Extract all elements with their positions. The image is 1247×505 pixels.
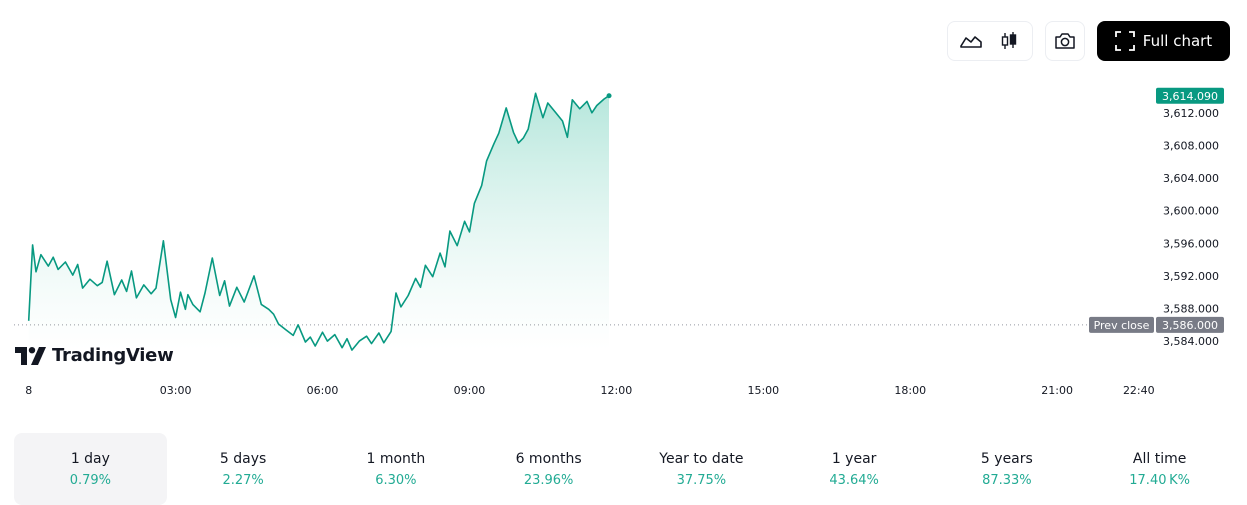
y-tick-label: 3,604.000 [1163,172,1219,185]
camera-icon [1055,33,1075,49]
area-chart-icon [960,36,982,48]
x-tick-label: 12:00 [601,384,633,397]
candlestick-icon [1001,32,1017,49]
period-label: 6 months [515,450,582,467]
y-tick-label: 3,612.000 [1163,107,1219,120]
period-label: 1 month [366,450,426,467]
period-5-years[interactable]: 5 years 87.33% [931,433,1084,505]
x-tick-label: 03:00 [160,384,192,397]
period-label: Year to date [659,450,744,467]
last-price-label: 3,614.090 [1162,90,1218,103]
period-change: 43.64% [829,472,879,488]
period-change: 0.79% [69,472,112,488]
full-chart-label: Full chart [1142,32,1213,50]
period-selector: 1 day 0.79% 5 days 2.27% 1 month 6.30% 6… [14,433,1236,505]
period-6-months[interactable]: 6 months 23.96% [472,433,625,505]
prev-close-value-badge [1156,316,1224,333]
period-label: All time [1132,450,1187,467]
period-1-day[interactable]: 1 day 0.79% [14,433,167,505]
y-tick-label: 3,588.000 [1163,303,1219,316]
full-chart-button[interactable]: Full chart [1097,21,1230,61]
candles-chart-button[interactable] [990,22,1028,60]
price-area [28,93,609,351]
last-price-badge [1156,87,1224,104]
period-change: 87.33% [982,472,1032,488]
chart-style-group [947,21,1033,61]
y-tick-label: 3,592.000 [1163,270,1219,283]
period-label: 5 days [219,450,267,467]
x-tick-label: 15:00 [747,384,779,397]
snapshot-button[interactable] [1045,21,1085,61]
period-year-to-date[interactable]: Year to date 37.75% [625,433,778,505]
y-tick-label: 3,584.000 [1163,335,1219,348]
period-change: 2.27% [222,472,264,488]
period-5-days[interactable]: 5 days 2.27% [167,433,320,505]
tradingview-logo-icon [15,346,46,365]
x-tick-label: 18:00 [894,384,926,397]
period-change: 6.30% [375,472,417,488]
chart-toolbar: Full chart [947,21,1230,61]
price-chart[interactable]: 3,612.000 3,608.000 3,604.000 3,600.000 3,59… [0,0,1247,410]
x-tick-label: 8 [25,384,32,397]
y-tick-label: 3,600.000 [1163,205,1219,218]
area-chart-button[interactable] [952,22,990,60]
last-price-point [606,93,612,99]
period-label: 1 day [70,450,110,467]
tradingview-logo-text: TradingView [52,345,174,366]
prev-close-value-label: 3,586.000 [1162,319,1218,332]
price-line [27,92,610,351]
period-1-month[interactable]: 1 month 6.30% [320,433,473,505]
prev-close-label: Prev close [1094,319,1150,332]
y-tick-label: 3,608.000 [1163,139,1219,152]
period-label: 1 year [831,450,877,467]
fullscreen-icon [1114,31,1135,51]
y-tick-label: 3,596.000 [1163,237,1219,250]
x-tick-label: 09:00 [454,384,486,397]
period-all-time[interactable]: All time 17.40 K% [1083,433,1236,505]
period-change: 17.40 K% [1129,472,1190,488]
period-change: 23.96% [523,472,574,488]
tradingview-logo: TradingView [15,345,174,366]
period-label: 5 years [980,450,1033,467]
x-tick-label: 06:00 [307,384,339,397]
x-tick-label: 21:00 [1041,384,1073,397]
x-tick-label: 22:40 [1123,384,1155,397]
period-1-year[interactable]: 1 year 43.64% [778,433,931,505]
prev-close-badge [1089,316,1154,333]
period-change: 37.75% [676,472,727,488]
